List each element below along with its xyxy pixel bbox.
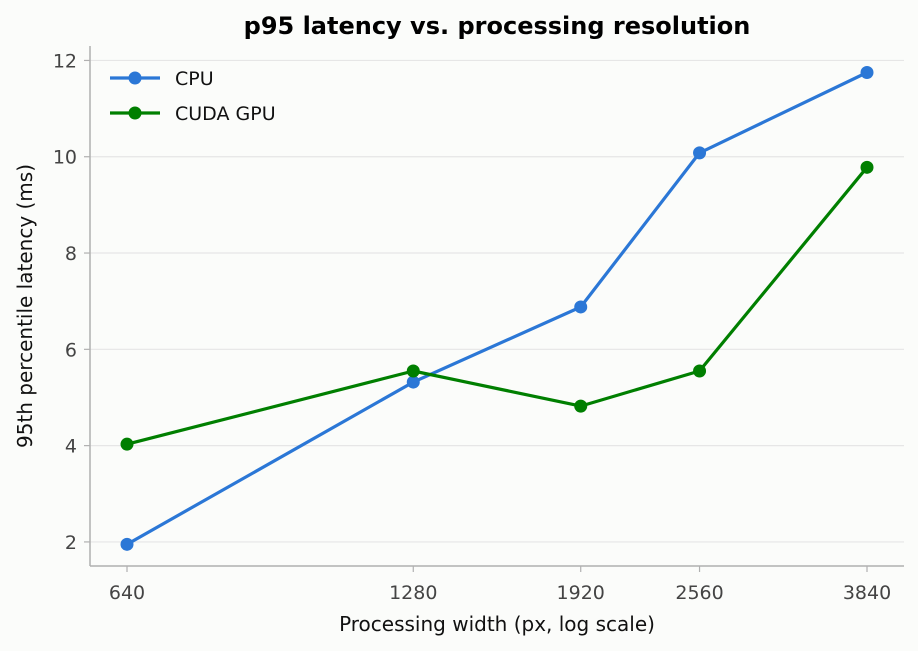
legend-marker — [128, 71, 142, 85]
data-point-cuda-gpu — [574, 399, 588, 413]
data-point-cpu — [693, 146, 707, 160]
x-tick-label: 3840 — [843, 582, 891, 604]
data-point-cuda-gpu — [693, 364, 707, 378]
y-tick-label: 2 — [65, 532, 77, 554]
data-point-cuda-gpu — [860, 160, 874, 174]
series-layer — [120, 65, 874, 551]
grid — [90, 59, 904, 543]
data-point-cpu — [406, 375, 420, 389]
x-tick-label: 2560 — [675, 582, 723, 604]
legend-label: CPU — [175, 68, 214, 90]
data-point-cuda-gpu — [120, 437, 134, 451]
x-tick-label: 1920 — [557, 582, 605, 604]
legend-item-cpu: CPU — [110, 68, 214, 90]
x-axis-label: Processing width (px, log scale) — [339, 612, 655, 636]
legend-item-cuda-gpu: CUDA GPU — [110, 103, 276, 125]
y-tick-label: 12 — [53, 50, 77, 72]
y-tick-label: 8 — [65, 243, 77, 265]
data-point-cuda-gpu — [406, 364, 420, 378]
legend-marker — [128, 106, 142, 120]
legend: CPU CUDA GPU — [110, 68, 276, 125]
data-point-cpu — [860, 65, 874, 79]
y-tick-label: 4 — [65, 436, 77, 458]
x-tick-label: 640 — [109, 582, 145, 604]
x-tick-label: 1280 — [389, 582, 437, 604]
y-tick-label: 6 — [65, 339, 77, 361]
x-ticks: 640 1280 1920 2560 3840 — [109, 566, 891, 604]
y-ticks: 2 4 6 8 10 12 — [53, 50, 90, 554]
data-point-cpu — [120, 537, 134, 551]
y-axis-label: 95th percentile latency (ms) — [13, 164, 37, 448]
data-point-cpu — [574, 300, 588, 314]
y-tick-label: 10 — [53, 147, 77, 169]
chart-title: p95 latency vs. processing resolution — [244, 12, 751, 40]
legend-label: CUDA GPU — [175, 103, 276, 125]
